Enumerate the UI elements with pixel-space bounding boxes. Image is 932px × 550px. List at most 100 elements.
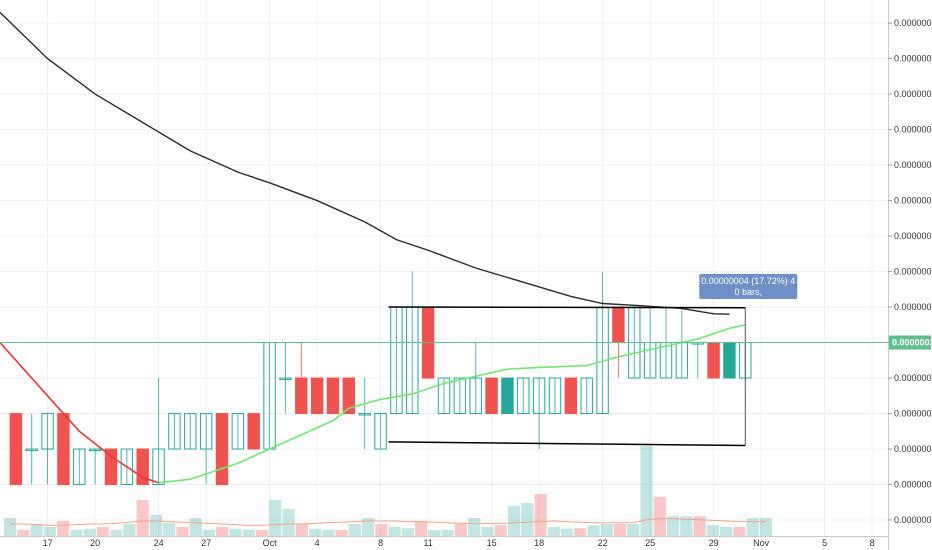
volume-bar	[388, 527, 401, 536]
volume-bar	[335, 530, 348, 536]
candle-body	[374, 413, 387, 450]
volume-bar	[640, 446, 653, 536]
current-price-tag: 0.00000025	[889, 335, 932, 350]
volume-bar	[202, 530, 216, 536]
candle-body	[73, 448, 86, 486]
candle-body	[564, 377, 578, 415]
candle-body	[517, 377, 530, 415]
trendline-resistance	[388, 306, 746, 309]
candle-body	[310, 377, 324, 415]
candle-body	[501, 377, 514, 415]
time-tick-label: 17	[43, 538, 53, 548]
candle-body	[199, 413, 213, 450]
ema-slow-line	[0, 11, 730, 315]
time-tick-label: Nov	[753, 538, 770, 548]
volume-bar	[17, 530, 30, 536]
candle-body	[548, 377, 562, 415]
volume-bar	[70, 530, 83, 536]
time-tick-label: 8	[378, 538, 383, 548]
candle-body	[532, 377, 546, 415]
volume-bar	[666, 516, 680, 536]
time-tick-label: 24	[154, 538, 164, 548]
candle-body	[342, 377, 356, 415]
volume-bar	[534, 494, 547, 536]
candle-body	[326, 377, 340, 415]
volume-bars	[3, 446, 772, 536]
volume-bar	[361, 518, 375, 536]
volume-bar	[255, 530, 269, 536]
volume-bar	[733, 527, 746, 536]
candle-body	[485, 377, 498, 415]
volume-bar	[415, 521, 428, 536]
volume-bar	[441, 530, 454, 536]
volume-bar	[547, 527, 560, 536]
volume-bar	[375, 524, 388, 536]
price-tick-label: 0.00000031	[894, 125, 932, 135]
volume-bar	[149, 515, 163, 536]
volume-bar	[587, 525, 600, 536]
time-tick-label: 4	[315, 538, 320, 548]
time-tick-label: 29	[709, 538, 719, 548]
volume-bar	[653, 497, 666, 536]
volume-bar	[83, 528, 96, 536]
volume-bar	[30, 524, 43, 536]
candle-body	[168, 413, 181, 450]
volume-bar	[574, 528, 587, 536]
volume-bar	[746, 518, 759, 536]
time-tick-label: 11	[423, 538, 432, 548]
price-tick-label: 0.00000024	[894, 373, 932, 383]
price-axis-ticks: 0.00000020 0.00000021 0.00000022 0.00000023…	[888, 18, 932, 525]
price-tick-label: 0.00000022	[894, 444, 932, 454]
time-tick-label: 8	[870, 538, 875, 548]
candle-body	[152, 448, 165, 486]
volume-bar	[176, 527, 189, 536]
volume-bar	[229, 528, 242, 536]
current-price-tag-bg	[889, 335, 931, 350]
time-tick-label: Oct	[263, 538, 278, 548]
candle-body	[9, 413, 23, 486]
volume-bar	[481, 527, 494, 536]
candle-body	[247, 413, 260, 450]
price-tick-label: 0.00000021	[894, 480, 932, 490]
volume-bar	[468, 518, 481, 536]
measure-tooltip-bg	[699, 274, 798, 300]
volume-bar	[189, 518, 202, 536]
drawings[interactable]	[388, 306, 746, 447]
time-tick-label: 18	[534, 538, 544, 548]
price-tick-label: 0.00000023	[894, 409, 932, 419]
time-tick-label: 22	[598, 538, 608, 548]
measure-tooltip: 0.00000004 (17.72%) 4 0 bars,	[699, 274, 798, 300]
candle-body	[136, 448, 149, 486]
indicators	[0, 11, 746, 484]
time-tick-label: 25	[645, 538, 655, 548]
volume-bar	[163, 522, 176, 536]
volume-bar	[295, 524, 308, 536]
measure-tooltip-line1: 0.00000004 (17.72%) 4	[701, 276, 795, 286]
volume-bar	[507, 506, 521, 536]
trendline-support	[388, 441, 746, 447]
volume-bar	[680, 516, 693, 536]
volume-bar	[216, 527, 229, 536]
volume-bar	[693, 516, 706, 536]
candle-body	[469, 377, 482, 415]
candle-body	[25, 448, 38, 452]
volume-ma-line	[10, 518, 766, 526]
price-tick-label: 0.00000026	[894, 302, 932, 312]
price-tick-label: 0.00000034	[894, 18, 932, 28]
candle-body	[184, 413, 197, 450]
price-tick-label: 0.00000028	[894, 231, 932, 241]
price-tick-label: 0.00000027	[894, 267, 932, 277]
volume-bar	[401, 528, 414, 536]
volume-bar	[136, 500, 149, 536]
volume-bar	[322, 530, 335, 536]
candle-body	[120, 448, 134, 486]
candle-body	[231, 413, 245, 450]
volume-bar	[96, 527, 109, 536]
candle-body	[358, 413, 371, 416]
volume-bar	[43, 527, 56, 536]
candle-body	[723, 342, 736, 379]
volume-bar	[759, 518, 772, 536]
candle-body	[612, 306, 625, 344]
price-axis[interactable]	[888, 0, 932, 550]
